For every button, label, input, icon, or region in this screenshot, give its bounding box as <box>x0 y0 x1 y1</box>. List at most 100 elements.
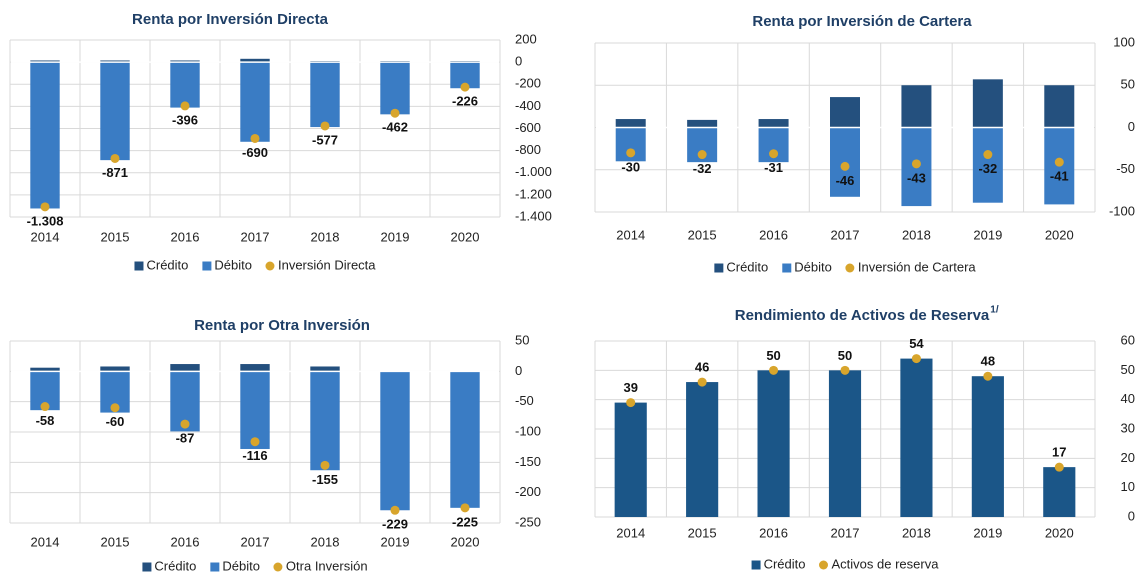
title-superscript: 1/ <box>990 305 999 316</box>
dot-marker <box>697 377 707 387</box>
data-label: -577 <box>312 132 338 147</box>
bar <box>310 366 340 372</box>
x-tick-label: 2016 <box>759 227 788 242</box>
y-tick-label: -400 <box>515 98 541 113</box>
bar <box>901 85 932 128</box>
bar <box>170 60 200 63</box>
bar <box>240 58 270 63</box>
bar <box>757 370 790 517</box>
legend-label: Crédito <box>146 257 188 272</box>
legend-label: Débito <box>794 259 832 274</box>
bar <box>900 358 933 517</box>
chart-title: Renta por Otra Inversión <box>194 317 370 334</box>
legend: Crédito Activos de reserva <box>751 556 939 571</box>
dot-marker <box>320 460 330 470</box>
data-label: -87 <box>176 431 195 446</box>
bar <box>1043 467 1076 517</box>
data-label: -31 <box>764 160 783 175</box>
x-tick-label: 2015 <box>101 229 130 244</box>
data-label: -229 <box>382 517 408 532</box>
y-tick-label: -100 <box>515 423 541 438</box>
data-label: -226 <box>452 94 478 109</box>
x-tick-label: 2014 <box>616 227 645 242</box>
bar <box>170 62 200 108</box>
data-label: 17 <box>1052 445 1066 460</box>
legend-swatch <box>782 263 792 273</box>
bar <box>240 62 270 142</box>
data-label: 48 <box>981 354 995 369</box>
data-label: -32 <box>978 161 997 176</box>
y-tick-label: 0 <box>1128 508 1135 523</box>
data-label: 54 <box>909 336 924 351</box>
y-tick-label: -1.000 <box>515 164 552 179</box>
bar <box>830 97 860 128</box>
legend-swatch <box>273 562 283 572</box>
x-tick-label: 2019 <box>381 229 410 244</box>
x-tick-label: 2019 <box>973 227 1002 242</box>
dot-marker <box>840 365 850 375</box>
y-tick-label: 50 <box>1121 362 1135 377</box>
x-tick-label: 2018 <box>902 525 931 540</box>
dot-marker <box>110 153 120 163</box>
bar <box>310 62 340 128</box>
y-tick-label: 20 <box>1121 450 1135 465</box>
x-tick-label: 2020 <box>1045 227 1074 242</box>
y-tick-label: -1.400 <box>515 208 552 223</box>
bar <box>240 364 270 372</box>
data-label: -396 <box>172 112 198 127</box>
bar <box>310 371 340 471</box>
y-tick-label: -250 <box>515 514 541 529</box>
bar <box>972 127 1003 203</box>
data-label: -41 <box>1050 169 1069 184</box>
x-tick-label: 2014 <box>31 229 60 244</box>
legend-label: Crédito <box>764 556 806 571</box>
bar <box>687 119 718 128</box>
x-tick-label: 2014 <box>31 534 60 549</box>
data-label: -32 <box>693 161 712 176</box>
chart-title: Renta por Inversión Directa <box>132 11 329 28</box>
data-label: -225 <box>452 514 478 529</box>
x-tick-label: 2017 <box>241 229 270 244</box>
dot-marker <box>40 402 50 412</box>
dot-marker <box>983 371 993 381</box>
dot-marker <box>180 101 190 111</box>
dot-marker <box>769 365 779 375</box>
bar <box>30 60 60 63</box>
y-tick-label: -1.200 <box>515 186 552 201</box>
bar <box>30 367 60 372</box>
x-tick-label: 2017 <box>241 534 270 549</box>
dot-marker <box>250 133 260 143</box>
dot-marker <box>460 82 470 92</box>
y-tick-label: 0 <box>1128 119 1135 134</box>
data-label: -462 <box>382 120 408 135</box>
dot-marker <box>983 150 993 160</box>
legend-swatch <box>134 261 144 271</box>
dot-marker <box>180 419 190 429</box>
legend: Crédito Débito Inversión de Cartera <box>714 259 976 274</box>
data-label: -1.308 <box>27 213 64 228</box>
y-tick-label: -600 <box>515 120 541 135</box>
data-label: 50 <box>838 348 852 363</box>
dot-marker <box>320 121 330 131</box>
data-label: 39 <box>623 380 637 395</box>
chart-title: Renta por Inversión de Cartera <box>752 13 972 30</box>
y-tick-label: 30 <box>1121 420 1135 435</box>
data-label: -60 <box>106 414 125 429</box>
y-tick-label: 60 <box>1121 332 1135 347</box>
bar <box>100 60 130 63</box>
dot-marker <box>769 149 779 159</box>
x-tick-label: 2015 <box>101 534 130 549</box>
x-tick-label: 2018 <box>311 229 340 244</box>
x-tick-label: 2015 <box>688 525 717 540</box>
y-tick-label: 10 <box>1121 479 1135 494</box>
legend-label: Crédito <box>154 558 196 573</box>
dot-marker <box>110 403 120 413</box>
legend-label: Otra Inversión <box>286 558 368 573</box>
y-tick-label: 100 <box>1113 34 1135 49</box>
legend: Crédito Débito Inversión Directa <box>134 257 376 272</box>
data-label: -690 <box>242 145 268 160</box>
dot-marker <box>626 148 636 158</box>
data-label: -58 <box>36 413 55 428</box>
bar <box>450 371 480 508</box>
